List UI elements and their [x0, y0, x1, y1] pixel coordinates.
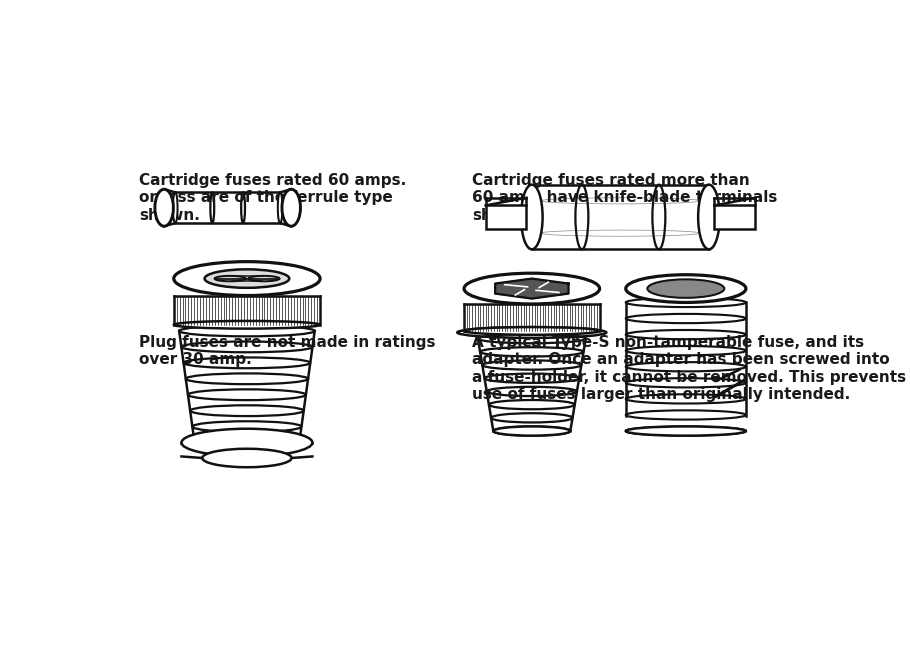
Polygon shape: [486, 205, 526, 228]
Ellipse shape: [174, 262, 320, 296]
Ellipse shape: [282, 189, 300, 226]
Ellipse shape: [464, 273, 600, 304]
Ellipse shape: [493, 426, 571, 436]
Ellipse shape: [698, 184, 720, 249]
Ellipse shape: [458, 327, 606, 338]
Text: Cartridge fuses rated more than
60 amp. have knife-blade terminals
shown.: Cartridge fuses rated more than 60 amp. …: [471, 173, 777, 223]
Ellipse shape: [202, 449, 291, 468]
Ellipse shape: [205, 269, 289, 288]
Ellipse shape: [181, 429, 312, 456]
Text: A typical Type-S non-tamperable fuse, and its
adapter. Once an adapter has been : A typical Type-S non-tamperable fuse, an…: [471, 335, 905, 402]
Ellipse shape: [647, 279, 724, 298]
Polygon shape: [714, 205, 755, 228]
Ellipse shape: [626, 275, 746, 302]
Ellipse shape: [173, 192, 177, 223]
Ellipse shape: [210, 192, 214, 223]
Text: Plug fuses are not made in ratings
over 30 amp.: Plug fuses are not made in ratings over …: [139, 335, 436, 367]
Ellipse shape: [278, 192, 282, 223]
Polygon shape: [495, 278, 569, 298]
Text: Cartridge fuses rated 60 amps.
or less are of the ferrule type
shown.: Cartridge fuses rated 60 amps. or less a…: [139, 173, 407, 223]
Ellipse shape: [241, 192, 245, 223]
Ellipse shape: [155, 189, 174, 226]
Ellipse shape: [626, 426, 746, 436]
Ellipse shape: [174, 321, 320, 328]
Ellipse shape: [521, 184, 542, 249]
Ellipse shape: [464, 327, 600, 335]
